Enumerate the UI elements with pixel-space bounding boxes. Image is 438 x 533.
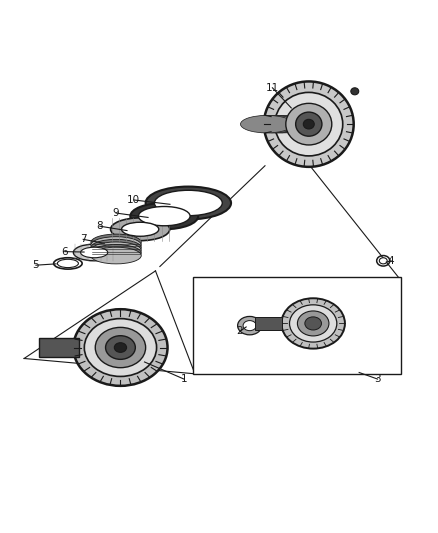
Text: 5: 5 xyxy=(32,260,39,270)
Ellipse shape xyxy=(264,82,353,167)
FancyBboxPatch shape xyxy=(193,278,401,374)
Ellipse shape xyxy=(237,317,261,335)
Ellipse shape xyxy=(251,115,304,133)
Ellipse shape xyxy=(91,242,141,259)
Ellipse shape xyxy=(303,119,314,129)
Ellipse shape xyxy=(91,239,141,256)
Text: 9: 9 xyxy=(113,208,120,218)
Ellipse shape xyxy=(256,115,309,133)
Text: 7: 7 xyxy=(80,235,87,244)
Text: 2: 2 xyxy=(237,326,244,336)
Ellipse shape xyxy=(84,319,157,376)
Ellipse shape xyxy=(138,206,190,226)
Ellipse shape xyxy=(74,244,115,261)
Ellipse shape xyxy=(240,115,293,133)
Ellipse shape xyxy=(305,317,321,330)
Text: 1: 1 xyxy=(180,374,187,384)
Ellipse shape xyxy=(95,327,145,368)
FancyBboxPatch shape xyxy=(255,317,282,329)
Text: 6: 6 xyxy=(61,247,68,256)
Text: 3: 3 xyxy=(374,374,381,384)
Ellipse shape xyxy=(297,311,329,336)
Ellipse shape xyxy=(351,88,359,95)
Ellipse shape xyxy=(74,309,167,386)
Ellipse shape xyxy=(57,259,78,268)
Ellipse shape xyxy=(81,247,108,258)
Text: 11: 11 xyxy=(266,83,279,93)
Ellipse shape xyxy=(91,247,141,264)
Ellipse shape xyxy=(131,203,198,229)
Ellipse shape xyxy=(290,305,337,342)
Ellipse shape xyxy=(106,336,135,359)
Ellipse shape xyxy=(91,234,141,251)
Ellipse shape xyxy=(243,320,256,330)
Ellipse shape xyxy=(114,343,127,352)
Ellipse shape xyxy=(296,112,322,136)
Text: 10: 10 xyxy=(127,195,140,205)
Ellipse shape xyxy=(145,187,231,220)
Text: 8: 8 xyxy=(96,221,103,231)
Ellipse shape xyxy=(286,103,332,145)
Ellipse shape xyxy=(91,245,141,261)
Ellipse shape xyxy=(121,222,159,236)
Ellipse shape xyxy=(154,190,222,216)
FancyBboxPatch shape xyxy=(39,338,79,357)
Ellipse shape xyxy=(281,298,345,349)
Text: 4: 4 xyxy=(388,256,395,266)
Ellipse shape xyxy=(91,237,141,253)
Ellipse shape xyxy=(275,92,343,156)
Ellipse shape xyxy=(379,258,387,264)
Ellipse shape xyxy=(110,218,170,241)
Ellipse shape xyxy=(246,115,298,133)
